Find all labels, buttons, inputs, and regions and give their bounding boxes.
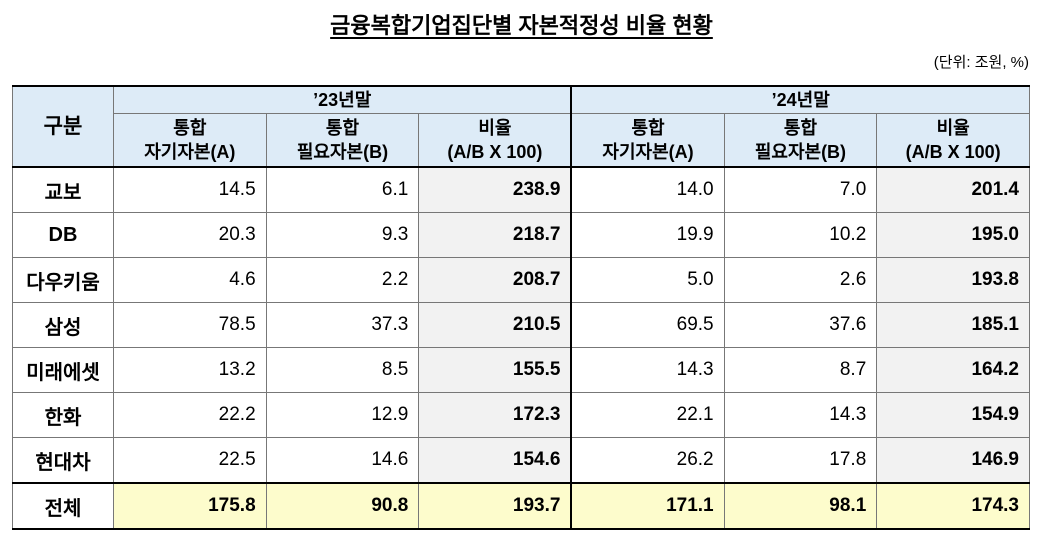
data-row: 한화 22.2 12.9 172.3 22.1 14.3 154.9 xyxy=(12,392,1030,438)
cell: 171.1 xyxy=(570,482,725,530)
group-header: ’23년말 xyxy=(113,85,573,114)
cell: 193.8 xyxy=(876,257,1030,303)
cell: 14.6 xyxy=(265,437,420,484)
group-header: ’24년말 xyxy=(570,85,1031,114)
row-label: 미래에셋 xyxy=(12,347,114,393)
cell: 37.6 xyxy=(723,302,878,348)
cell: 4.6 xyxy=(113,257,267,303)
data-row: 교보 14.5 6.1 238.9 14.0 7.0 201.4 xyxy=(12,166,1030,213)
unit-note: (단위: 조원, %) xyxy=(933,54,1029,71)
column-header-line: 통합 xyxy=(173,118,207,138)
row-label: 다우키움 xyxy=(12,257,114,303)
corner-header: 구분 xyxy=(12,85,114,168)
cell: 19.9 xyxy=(570,212,725,258)
column-header: 비율 (A/B X 100) xyxy=(876,113,1030,168)
column-header-line: 필요자본(B) xyxy=(296,142,389,162)
cell: 154.6 xyxy=(418,437,573,484)
data-row: 미래에셋 13.2 8.5 155.5 14.3 8.7 164.2 xyxy=(12,347,1030,393)
cell: 22.2 xyxy=(113,392,267,438)
column-header: 비율 (A/B X 100) xyxy=(418,113,573,168)
cell: 218.7 xyxy=(418,212,573,258)
cell: 238.9 xyxy=(418,166,573,213)
data-row: DB 20.3 9.3 218.7 19.9 10.2 195.0 xyxy=(12,212,1030,258)
cell: 5.0 xyxy=(570,257,725,303)
cell: 201.4 xyxy=(876,166,1030,213)
data-row: 다우키움 4.6 2.2 208.7 5.0 2.6 193.8 xyxy=(12,257,1030,303)
row-label: DB xyxy=(12,212,114,258)
cell: 7.0 xyxy=(723,166,878,213)
cell: 13.2 xyxy=(113,347,267,393)
row-label: 삼성 xyxy=(12,302,114,348)
cell: 185.1 xyxy=(876,302,1030,348)
cell: 14.3 xyxy=(723,392,878,438)
cell: 14.3 xyxy=(570,347,725,393)
column-header-line: 필요자본(B) xyxy=(754,142,847,162)
cell: 208.7 xyxy=(418,257,573,303)
cell: 14.0 xyxy=(570,166,725,213)
cell: 98.1 xyxy=(723,482,878,530)
column-header-line: 통합 xyxy=(631,118,665,138)
cell: 14.5 xyxy=(113,166,267,213)
cell: 164.2 xyxy=(876,347,1030,393)
row-label: 교보 xyxy=(12,166,114,213)
data-row: 현대차 22.5 14.6 154.6 26.2 17.8 146.9 xyxy=(12,437,1030,484)
cell: 2.2 xyxy=(265,257,420,303)
cell: 20.3 xyxy=(113,212,267,258)
column-header-line: 통합 xyxy=(325,118,360,138)
cell: 193.7 xyxy=(418,482,573,530)
cell: 69.5 xyxy=(570,302,725,348)
cell: 9.3 xyxy=(265,212,420,258)
row-label: 현대차 xyxy=(12,437,114,484)
cell: 6.1 xyxy=(265,166,420,213)
cell: 37.3 xyxy=(265,302,420,348)
row-label: 한화 xyxy=(12,392,114,438)
column-header-line: (A/B X 100) xyxy=(905,142,1001,162)
cell: 174.3 xyxy=(876,482,1030,530)
cell: 12.9 xyxy=(265,392,420,438)
title-text: 금융복합기업집단별 자본적정성 비율 현황 xyxy=(330,13,713,38)
data-row: 삼성 78.5 37.3 210.5 69.5 37.6 185.1 xyxy=(12,302,1030,348)
cell: 175.8 xyxy=(113,482,267,530)
cell: 146.9 xyxy=(876,437,1030,484)
cell: 22.5 xyxy=(113,437,267,484)
total-row: 전체 175.8 90.8 193.7 171.1 98.1 174.3 xyxy=(12,482,1030,530)
row-label: 전체 xyxy=(12,482,114,530)
cell: 2.6 xyxy=(723,257,878,303)
cell: 210.5 xyxy=(418,302,573,348)
table: 구분 ’23년말 ’24년말 통합 자기자본(A) 통합 필요자본(B) 비율 (A/B X 1… xyxy=(12,85,1031,530)
cell: 78.5 xyxy=(113,302,267,348)
cell: 172.3 xyxy=(418,392,573,438)
cell: 10.2 xyxy=(723,212,878,258)
column-header-line: 비율 xyxy=(936,118,970,138)
header-row: 구분 ’23년말 ’24년말 xyxy=(12,85,1031,168)
cell: 26.2 xyxy=(570,437,725,484)
cell: 195.0 xyxy=(876,212,1030,258)
subheader-row: 통합 자기자본(A) 통합 필요자본(B) 비율 (A/B X 100) 통합 자기자본(A)… xyxy=(13,113,1030,168)
cell: 154.9 xyxy=(876,392,1030,438)
title: 금융복합기업집단별 자본적정성 비율 현황 xyxy=(0,8,1043,40)
cell: 17.8 xyxy=(723,437,878,484)
cell: 8.5 xyxy=(265,347,420,393)
column-header-line: 비율 xyxy=(478,118,512,138)
column-header-line: (A/B X 100) xyxy=(447,142,543,162)
cell: 8.7 xyxy=(723,347,878,393)
column-header-line: 자기자본(A) xyxy=(602,142,694,162)
column-header-line: 통합 xyxy=(783,118,818,138)
cell: 22.1 xyxy=(570,392,725,438)
cell: 90.8 xyxy=(265,482,420,530)
cell: 155.5 xyxy=(418,347,573,393)
column-header-line: 자기자본(A) xyxy=(144,142,236,162)
